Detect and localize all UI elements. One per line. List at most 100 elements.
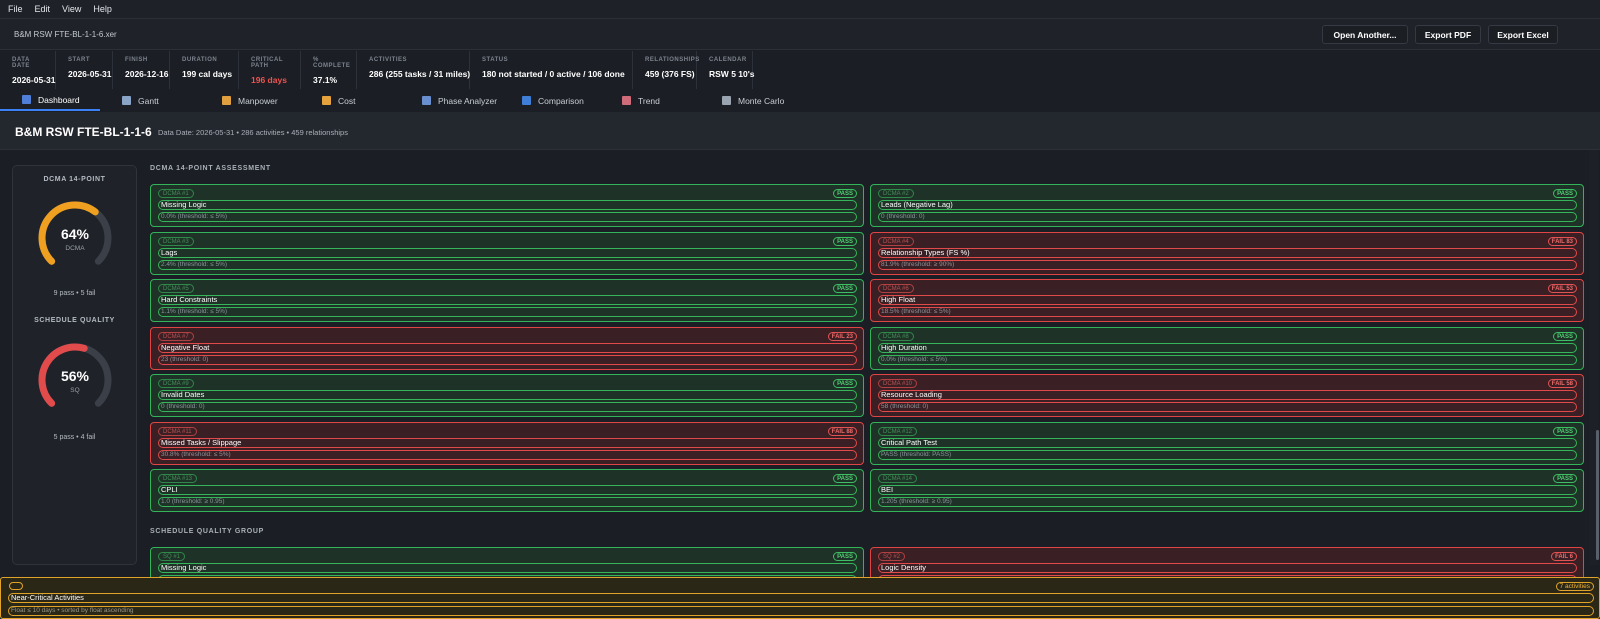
check-card[interactable]: DCMA #11 FAIL 88 Missed Tasks / Slippage 30…: [150, 421, 864, 465]
check-name: Lags: [158, 247, 857, 258]
tab-bar: Dashboard Gantt Manpower Cost Phase Analyzer…: [0, 90, 800, 111]
check-name: CPLI: [158, 485, 857, 495]
sq-score-heading: SCHEDULE QUALITY: [34, 317, 115, 324]
check-status-badge: PASS: [833, 552, 857, 561]
check-id-pill: DCMA #14: [878, 474, 918, 483]
check-id-pill: DCMA #10: [878, 379, 918, 388]
stat-value: 286 (255 tasks / 31 miles): [369, 69, 471, 79]
open-another-button[interactable]: Open Another...: [1322, 25, 1408, 44]
check-name: Leads (Negative Lag): [878, 200, 1577, 210]
dcma-score-gauge: 64% DCMA: [35, 198, 115, 278]
check-card[interactable]: DCMA #7 FAIL 23 Negative Float 23 (threshol…: [150, 326, 864, 370]
scrollbar-thumb[interactable]: [1596, 430, 1599, 560]
stat-critical-path: CRITICAL PATH 196 days: [239, 51, 301, 89]
tab-comparison[interactable]: Comparison: [500, 90, 600, 111]
stat-label: DATA DATE: [12, 57, 30, 69]
menu-item-edit[interactable]: Edit: [34, 4, 51, 14]
page-title: B&M RSW FTE-BL-1-1-6: [15, 125, 152, 139]
check-status-badge: PASS: [1553, 189, 1577, 198]
menu-item-help[interactable]: Help: [93, 4, 112, 14]
check-card[interactable]: DCMA #13 PASS CPLI 1.0 (threshold: ≥ 0.95): [150, 469, 864, 512]
stat-duration: DURATION 199 cal days: [170, 51, 239, 89]
check-id-pill: DCMA #8: [878, 331, 914, 341]
check-name: BEI: [878, 485, 1577, 495]
check-card[interactable]: DCMA #5 PASS Hard Constraints 1.1% (thresho…: [150, 279, 864, 322]
check-card[interactable]: DCMA #9 PASS Invalid Dates 0 (threshold: 0): [150, 374, 864, 417]
check-card[interactable]: DCMA #8 PASS High Duration 0.0% (threshold:…: [870, 326, 1584, 370]
stat-label: CALENDAR: [709, 57, 747, 63]
check-status-badge: PASS: [833, 379, 857, 388]
menu-item-view[interactable]: View: [62, 4, 82, 14]
page-header: B&M RSW FTE-BL-1-1-6 Data Date: 2026-05-…: [0, 112, 1600, 150]
check-card[interactable]: DCMA #12 PASS Critical Path Test PASS (thre…: [870, 421, 1584, 465]
tab-label: Comparison: [538, 95, 584, 106]
check-card[interactable]: DCMA #6 FAIL 53 High Float 18.5% (threshold…: [870, 279, 1584, 322]
tab-trend[interactable]: Trend: [600, 90, 700, 111]
summary-stats-bar: DATA DATE 2026-05-31 START 2026-05-31 FINISH…: [0, 51, 754, 89]
export-pdf-button[interactable]: Export PDF: [1415, 25, 1481, 44]
check-name: Resource Loading: [878, 390, 1577, 400]
stat-label: RELATIONSHIPS: [645, 57, 700, 63]
check-status-badge: FAIL 83: [1547, 236, 1577, 246]
check-card[interactable]: DCMA #10 FAIL 58 Resource Loading 58 (thres…: [870, 374, 1584, 417]
check-name: Negative Float: [158, 342, 857, 353]
tab-manpower[interactable]: Manpower: [200, 90, 300, 111]
check-name: Missing Logic: [158, 563, 857, 573]
tab-phase-analyzer[interactable]: Phase Analyzer: [400, 90, 500, 111]
check-detail: 81.9% (threshold: ≥ 90%): [878, 259, 1577, 270]
stat-label: ACTIVITIES: [369, 57, 408, 63]
near-critical-card[interactable]: 7 activities Near-Critical Activities Fl…: [0, 577, 1600, 619]
check-detail: 0.0% (threshold: ≤ 5%): [878, 354, 1577, 365]
tab-cost[interactable]: Cost: [300, 90, 400, 111]
check-status-badge: PASS: [1553, 426, 1577, 436]
stat-relationships: RELATIONSHIPS 459 (376 FS): [633, 51, 700, 89]
check-status-badge: PASS: [833, 284, 857, 293]
check-status-badge: FAIL 23: [827, 331, 857, 341]
phase-analyzer-icon: [422, 96, 431, 105]
check-detail: 1.205 (threshold: ≥ 0.95): [878, 497, 1577, 507]
check-id-pill: DCMA #3: [158, 236, 194, 246]
check-id-pill: DCMA #7: [158, 331, 194, 341]
stat-data-date: DATA DATE 2026-05-31: [0, 51, 56, 89]
menu-bar: File Edit View Help: [0, 0, 1600, 19]
check-card[interactable]: DCMA #1 PASS Missing Logic 0.0% (threshold:…: [150, 184, 864, 227]
check-id-pill: SQ #1: [158, 552, 186, 561]
check-name: Relationship Types (FS %): [878, 247, 1577, 258]
sq-section-title: SCHEDULE QUALITY GROUP: [150, 528, 265, 535]
stat-label: DURATION: [182, 57, 218, 63]
content-scrollbar[interactable]: [1589, 150, 1598, 565]
stat-value: 196 days: [251, 75, 287, 85]
title-bar: B&M RSW FTE-BL-1-1-6.xer Open Another...…: [0, 19, 1600, 50]
sq-score-label: SQ: [70, 387, 80, 394]
export-excel-button[interactable]: Export Excel: [1488, 25, 1558, 44]
dcma-score-heading: DCMA 14-POINT: [43, 176, 106, 183]
tab-label: Manpower: [238, 95, 278, 106]
check-id-pill: DCMA #2: [878, 189, 914, 198]
stat-label: FINISH: [125, 57, 148, 63]
check-card[interactable]: DCMA #4 FAIL 83 Relationship Types (FS %) 8…: [870, 231, 1584, 275]
check-card[interactable]: DCMA #14 PASS BEI 1.205 (threshold: ≥ 0.95): [870, 469, 1584, 512]
check-name: High Duration: [878, 342, 1577, 353]
menu-item-file[interactable]: File: [8, 4, 23, 14]
check-id-pill: DCMA #4: [878, 236, 914, 246]
check-status-badge: FAIL 53: [1547, 284, 1577, 293]
tab-dashboard[interactable]: Dashboard: [0, 90, 100, 111]
tab-label: Monte Carlo: [738, 95, 785, 106]
gantt-icon: [122, 96, 131, 105]
stat-status: STATUS 180 not started / 0 active / 106 d…: [470, 51, 633, 89]
stat-calendar: CALENDAR RSW 5 10's: [697, 51, 754, 89]
check-id-pill: DCMA #12: [878, 426, 918, 436]
check-card[interactable]: DCMA #3 PASS Lags 2.4% (threshold: ≤ 5%): [150, 231, 864, 275]
check-status-badge: PASS: [1553, 474, 1577, 483]
check-name: Invalid Dates: [158, 390, 857, 400]
tab-label: Dashboard: [38, 94, 80, 105]
check-detail: 18.5% (threshold: ≤ 5%): [878, 307, 1577, 317]
check-card[interactable]: DCMA #2 PASS Leads (Negative Lag) 0 (thresh…: [870, 184, 1584, 227]
check-id-pill: DCMA #1: [158, 189, 194, 198]
tab-monte-carlo[interactable]: Monte Carlo: [700, 90, 800, 111]
sq-pass-fail-summary: 5 pass • 4 fail: [53, 434, 96, 441]
check-detail: 0 (threshold: 0): [878, 212, 1577, 222]
tab-gantt[interactable]: Gantt: [100, 90, 200, 111]
dashboard-icon: [22, 95, 31, 104]
stat-label: START: [68, 57, 91, 63]
